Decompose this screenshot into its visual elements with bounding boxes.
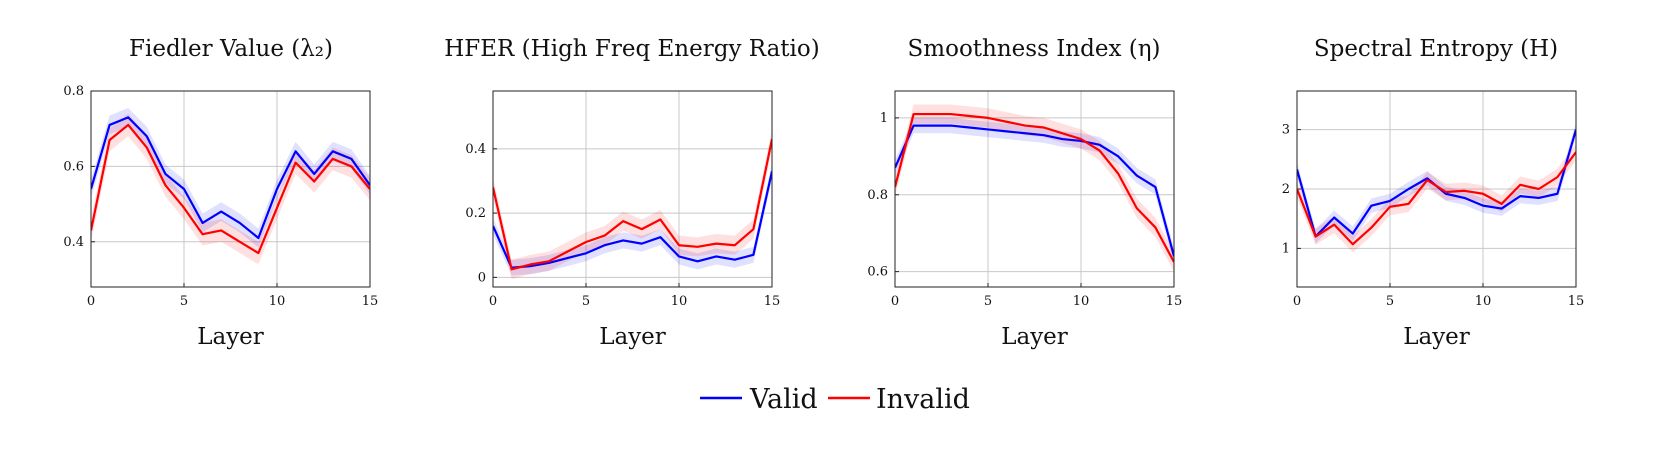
plot-area-0 [91, 107, 370, 265]
band-valid-1 [493, 163, 772, 276]
tick-label-x-1-0: 0 [489, 294, 497, 309]
tick-label-x-3-0: 0 [1293, 294, 1301, 309]
tick-label-y-3-2: 2 [1282, 182, 1290, 197]
tick-label-y-1-0: 0 [478, 270, 486, 285]
band-valid-2 [895, 117, 1174, 264]
plot-frame-3 [1296, 90, 1577, 288]
series-line-invalid-0 [91, 123, 370, 255]
tick-label-y-3-3: 3 [1282, 123, 1290, 138]
tick-label-x-3-15: 15 [1568, 294, 1585, 309]
band-invalid-3 [1297, 143, 1576, 253]
tick-label-x-3-5: 5 [1386, 294, 1394, 309]
series-line-invalid-1 [493, 138, 772, 271]
plots-container: Fiedler Value (λ₂)0 5 10 150.40.60.8LayerHF… [63, 36, 1584, 350]
tick-label-x-1-5: 5 [582, 294, 590, 309]
plot-title-2: Smoothness Index (η) [908, 36, 1161, 62]
plot-frame-1 [492, 90, 773, 288]
band-invalid-2 [895, 104, 1174, 272]
tick-label-x-2-15: 15 [1166, 294, 1183, 309]
plot-panel-3: Spectral Entropy (H) 0 5 10 15 1 2 3 Layer [1282, 36, 1585, 350]
tick-label-x-2-10: 10 [1073, 294, 1090, 309]
plot-area-1 [493, 129, 772, 279]
plot-area-2 [895, 104, 1174, 272]
legend-label-invalid: Invalid [876, 384, 970, 415]
tick-label-x-0-5: 5 [180, 294, 188, 309]
tick-label-y-2-0-8: 0.8 [867, 188, 888, 203]
tick-label-x-1-15: 15 [764, 294, 781, 309]
plot-panel-1: HFER (High Freq Energy Ratio) 0 5 10 15 0 0.2 0… [444, 36, 819, 350]
tick-label-x-2-0: 0 [891, 294, 899, 309]
tick-label-y-2-1: 1 [880, 111, 888, 126]
tick-label-y-0-0-6: 0.6 [63, 159, 84, 174]
plot-panel-0: Fiedler Value (λ₂) 0 5 10 15 0.4 0.6 0.8 Layer [63, 36, 378, 350]
series-line-valid-0 [91, 116, 370, 240]
tick-label-y-3-1: 1 [1282, 241, 1290, 256]
tick-label-y-0-0-4: 0.4 [63, 235, 84, 250]
tick-label-x-2-5: 5 [984, 294, 992, 309]
tick-label-y-2-0-6: 0.6 [867, 265, 888, 280]
tick-label-y-0-0-8: 0.8 [63, 84, 84, 99]
plot-frame-0 [90, 90, 371, 288]
plot-title-3: Spectral Entropy (H) [1314, 36, 1558, 62]
tick-label-x-0-15: 15 [362, 294, 379, 309]
x-axis-label-3: Layer [1403, 324, 1470, 350]
plot-panel-2: Smoothness Index (η) 0 5 10 15 0.6 0.8 1 Layer [867, 36, 1182, 350]
series-line-valid-1 [493, 171, 772, 269]
band-invalid-1 [493, 129, 772, 279]
plot-area-3 [1297, 122, 1576, 253]
plot-title-1: HFER (High Freq Energy Ratio) [444, 36, 819, 62]
plot-frame-2 [894, 90, 1175, 288]
tick-label-y-1-0-2: 0.2 [465, 206, 486, 221]
band-invalid-0 [91, 113, 370, 265]
x-axis-label-0: Layer [197, 324, 264, 350]
series-line-valid-2 [895, 124, 1174, 257]
legend-label-valid: Valid [749, 384, 818, 415]
series-line-invalid-3 [1297, 151, 1576, 246]
x-axis-label-1: Layer [599, 324, 666, 350]
legend: Valid Invalid [700, 384, 970, 415]
tick-label-x-0-0: 0 [87, 294, 95, 309]
series-line-invalid-2 [895, 112, 1174, 263]
x-axis-label-2: Layer [1001, 324, 1068, 350]
tick-label-x-3-10: 10 [1475, 294, 1492, 309]
tick-label-y-1-0-4: 0.4 [465, 142, 486, 157]
tick-label-x-0-10: 10 [269, 294, 286, 309]
plot-title-0: Fiedler Value (λ₂) [129, 36, 333, 62]
tick-label-x-1-10: 10 [671, 294, 688, 309]
